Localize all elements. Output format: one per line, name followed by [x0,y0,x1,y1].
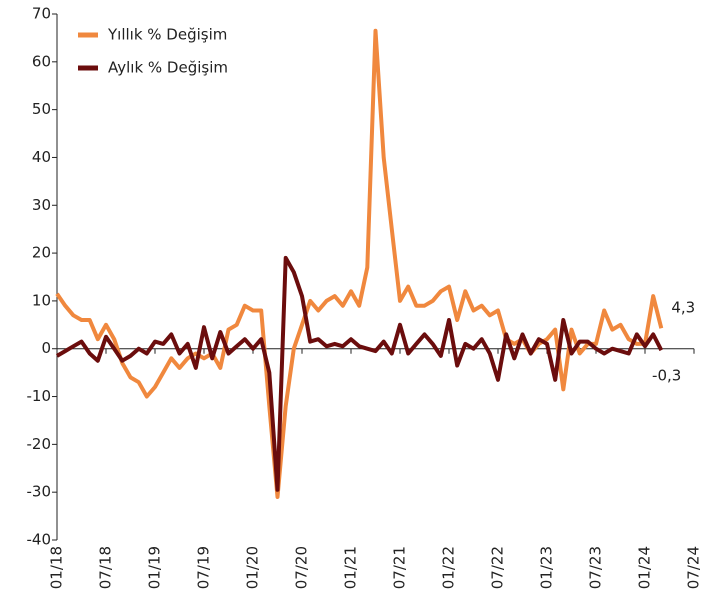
x-tick-label: 01/24 [636,546,654,589]
y-tick-label: -30 [27,483,52,501]
legend-label: Yıllık % Değişim [107,26,227,44]
value-label: -0,3 [652,367,681,385]
y-tick-label: 50 [32,100,51,118]
y-tick-label: 40 [32,148,51,166]
x-tick-label: 01/22 [440,546,458,589]
series-line [55,28,664,499]
x-tick-label: 07/20 [293,546,311,589]
x-tick-label: 07/22 [489,546,507,589]
y-tick-label: -20 [27,435,52,453]
x-tick-label: 07/18 [97,546,115,589]
x-tick-label: 07/21 [391,546,409,589]
series-line [55,255,664,492]
x-tick-label: 01/20 [244,546,262,589]
y-tick-label: 0 [41,339,51,357]
x-tick-label: 07/19 [195,546,213,589]
y-tick-label: 60 [32,52,51,70]
y-tick-label: -40 [27,531,52,549]
x-tick-label: 01/18 [48,546,66,589]
x-tick-label: 01/23 [538,546,556,589]
y-tick-label: 20 [32,244,51,262]
legend-label: Aylık % Değişim [108,59,228,77]
x-tick-label: 07/23 [587,546,605,589]
x-tick-label: 01/19 [146,546,164,589]
y-tick-label: 70 [32,5,51,23]
y-tick-label: -10 [27,387,52,405]
x-tick-label: 07/24 [685,546,703,589]
x-tick-label: 01/21 [342,546,360,589]
y-tick-label: 30 [32,196,51,214]
y-tick-label: 10 [32,291,51,309]
value-label: 4,3 [671,299,695,317]
